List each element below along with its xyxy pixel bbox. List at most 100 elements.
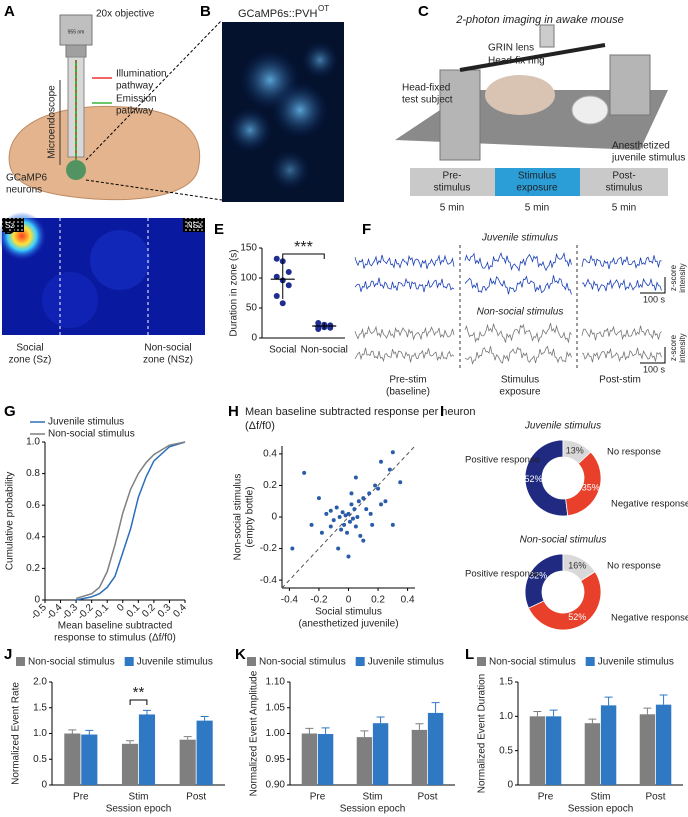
bar bbox=[529, 716, 546, 785]
x-tick-label: 0 bbox=[346, 595, 352, 606]
legend-label: Juvenile stimulus bbox=[598, 657, 674, 668]
label: Juvenile stimulus bbox=[481, 233, 558, 244]
scale-label: z-score bbox=[669, 334, 678, 361]
error-bar bbox=[659, 694, 668, 705]
point bbox=[373, 483, 378, 488]
scale-label: z-score bbox=[669, 264, 678, 291]
label: 955 nm bbox=[68, 29, 85, 35]
x-axis-label: Mean baseline subtracted bbox=[58, 621, 173, 632]
y-tick-label: 1.05 bbox=[266, 702, 286, 713]
bar bbox=[138, 714, 156, 785]
y-tick-label: 0.90 bbox=[266, 780, 286, 791]
x-axis-label: response to stimulus (Δf/f0) bbox=[54, 633, 176, 644]
dot bbox=[273, 273, 280, 280]
title: Juvenile stimulus bbox=[524, 421, 601, 432]
scale-bar bbox=[640, 277, 666, 294]
x-tick-label: -0.2 bbox=[310, 595, 328, 606]
value-label: 32% bbox=[529, 571, 547, 581]
x-tick-label: Social bbox=[269, 345, 296, 356]
legend-label: Juvenile stimulus bbox=[137, 657, 213, 668]
label: GCaMP6 bbox=[6, 173, 48, 184]
point bbox=[353, 475, 358, 480]
x-tick-label: -0.1 bbox=[91, 602, 111, 622]
y-tick-label: -0.2 bbox=[260, 543, 278, 554]
zone-label: zone (Sz) bbox=[9, 355, 52, 366]
title: 2-photon imaging in awake mouse bbox=[455, 14, 624, 26]
legend-swatch bbox=[477, 657, 486, 666]
point bbox=[328, 524, 333, 529]
legend-swatch bbox=[355, 657, 365, 666]
panel-letter: J bbox=[4, 646, 12, 663]
panel-letter: D bbox=[4, 221, 15, 238]
point bbox=[346, 511, 351, 516]
error-bar bbox=[321, 727, 330, 735]
slice bbox=[562, 553, 596, 582]
scale-label: 100 s bbox=[643, 364, 666, 374]
panel-letter: L bbox=[465, 646, 474, 663]
scale-label: intensity bbox=[678, 263, 687, 292]
epoch-label: stimulus bbox=[606, 183, 643, 194]
zone-label: zone (NSz) bbox=[143, 355, 193, 366]
y-tick-label: 50 bbox=[246, 303, 258, 314]
scale-label: intensity bbox=[678, 333, 687, 362]
error-bar bbox=[142, 709, 151, 715]
panel-letter: C bbox=[418, 3, 429, 20]
x-tick-label: 0.1 bbox=[125, 602, 143, 620]
title-sup: OT bbox=[318, 4, 329, 13]
value-label: 52% bbox=[568, 612, 586, 622]
x-axis-label: Session epoch bbox=[340, 804, 406, 815]
value-label: 52% bbox=[525, 474, 543, 484]
panel-letter: K bbox=[235, 646, 246, 663]
error-bar bbox=[376, 716, 385, 724]
legend-swatch bbox=[585, 657, 595, 666]
zone-label: Non-social bbox=[144, 343, 191, 354]
legend-label: Non-social stimulus bbox=[48, 429, 135, 440]
trace bbox=[581, 255, 662, 270]
trace bbox=[581, 325, 662, 341]
x-axis-label: (anesthetized juvenile) bbox=[298, 619, 398, 630]
point bbox=[390, 522, 395, 527]
y-tick-label: 1.00 bbox=[266, 728, 286, 739]
slice bbox=[528, 571, 602, 631]
point bbox=[339, 527, 344, 532]
y-axis-label: Normalized Event Rate bbox=[11, 682, 22, 785]
y-tick-label: 0.5 bbox=[499, 745, 513, 756]
legend-swatch bbox=[16, 657, 25, 666]
bracket bbox=[129, 699, 148, 705]
y-tick-label: 2.0 bbox=[33, 677, 47, 688]
x-tick-label: 0.4 bbox=[171, 602, 189, 620]
epoch-label: stimulus bbox=[434, 183, 471, 194]
point bbox=[345, 530, 350, 535]
legend-label: Non-social stimulus bbox=[259, 657, 346, 668]
x-tick-label: Stim bbox=[363, 792, 383, 803]
dot bbox=[285, 282, 292, 289]
epoch-label: Pre- bbox=[443, 171, 462, 182]
calcium-image bbox=[222, 22, 344, 202]
point bbox=[319, 530, 324, 535]
point bbox=[353, 524, 358, 529]
title: Mean baseline subtracted response per ne… bbox=[245, 406, 476, 418]
zone-label: Social bbox=[16, 343, 43, 354]
y-axis-label: Cumulative probability bbox=[5, 472, 16, 570]
annotation: ** bbox=[133, 684, 145, 701]
x-tick-label: Post bbox=[186, 792, 206, 803]
point bbox=[343, 513, 348, 518]
x-tick-label: Post bbox=[645, 792, 665, 803]
label: Non-social stimulus bbox=[477, 307, 564, 318]
x-tick-label: Pre bbox=[538, 792, 554, 803]
label: juvenile stimulus bbox=[611, 153, 685, 164]
x-axis-label: Session epoch bbox=[106, 804, 172, 815]
epoch-label: (baseline) bbox=[386, 387, 430, 398]
category-label: Positive response bbox=[465, 569, 540, 580]
label: pathway bbox=[116, 106, 153, 117]
x-axis-label: Social stimulus bbox=[315, 607, 382, 618]
error-bar bbox=[533, 711, 542, 717]
category-label: No response bbox=[607, 561, 661, 572]
point bbox=[336, 546, 341, 551]
y-tick-label: 0 bbox=[34, 595, 40, 606]
point bbox=[364, 507, 369, 512]
dot bbox=[279, 300, 286, 307]
zone-tag: NSz bbox=[187, 221, 202, 230]
point bbox=[324, 511, 329, 516]
bar bbox=[121, 743, 139, 785]
